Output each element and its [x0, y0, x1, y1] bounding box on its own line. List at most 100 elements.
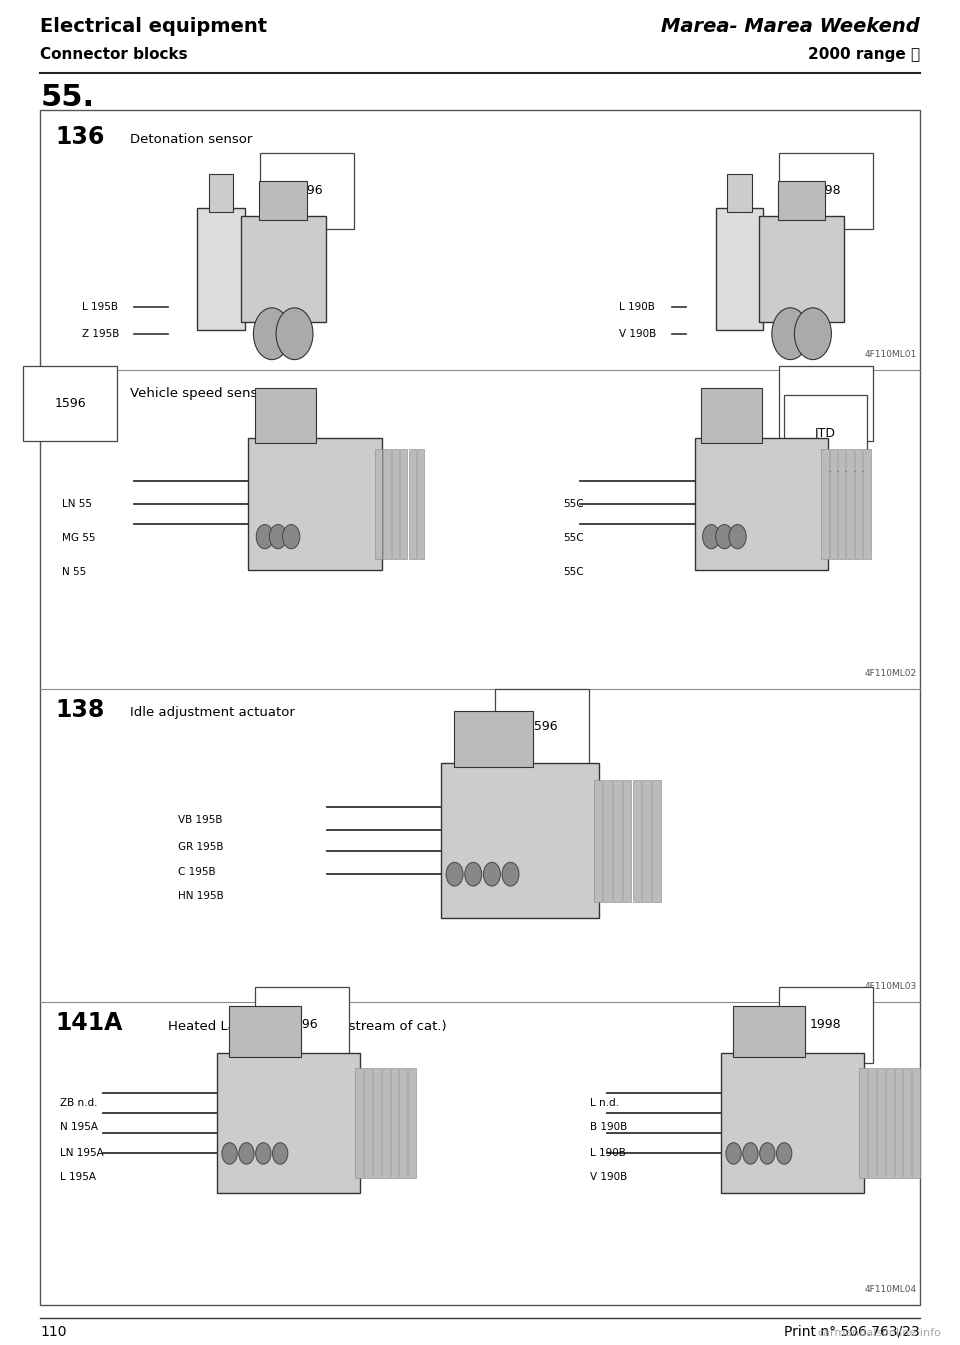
Text: 55C: 55C [564, 533, 584, 543]
FancyBboxPatch shape [886, 1068, 894, 1178]
Circle shape [446, 862, 463, 886]
FancyBboxPatch shape [392, 449, 399, 560]
Text: 136: 136 [56, 125, 105, 149]
FancyBboxPatch shape [355, 1068, 363, 1178]
Text: V 190B: V 190B [619, 328, 657, 339]
Text: Marea- Marea Weekend: Marea- Marea Weekend [660, 17, 920, 36]
Circle shape [222, 1143, 237, 1165]
FancyBboxPatch shape [417, 449, 424, 560]
Circle shape [729, 525, 746, 549]
Circle shape [282, 525, 300, 549]
Text: L 195A: L 195A [60, 1171, 96, 1182]
FancyBboxPatch shape [254, 389, 316, 443]
Text: 55C: 55C [564, 566, 584, 577]
FancyBboxPatch shape [408, 1068, 416, 1178]
Circle shape [743, 1143, 758, 1165]
Text: 137: 137 [56, 379, 105, 404]
Circle shape [255, 1143, 271, 1165]
Circle shape [465, 862, 482, 886]
Circle shape [777, 1143, 792, 1165]
Circle shape [239, 1143, 254, 1165]
FancyBboxPatch shape [821, 449, 828, 560]
Text: 55.: 55. [40, 83, 94, 113]
Text: 4F110ML01: 4F110ML01 [865, 350, 917, 359]
Circle shape [759, 1143, 775, 1165]
FancyBboxPatch shape [838, 449, 846, 560]
Text: 1998: 1998 [810, 184, 841, 198]
Text: 1596: 1596 [55, 397, 85, 410]
Text: 4F110ML02: 4F110ML02 [865, 668, 917, 678]
Text: L 195B: L 195B [82, 301, 118, 312]
Text: MG 55: MG 55 [62, 533, 96, 543]
FancyBboxPatch shape [454, 712, 533, 767]
FancyBboxPatch shape [778, 182, 826, 221]
Text: N 195A: N 195A [60, 1122, 99, 1132]
FancyBboxPatch shape [259, 182, 307, 221]
FancyBboxPatch shape [248, 438, 381, 570]
Text: N 55: N 55 [62, 566, 86, 577]
FancyBboxPatch shape [847, 449, 853, 560]
Text: Detonation sensor: Detonation sensor [130, 133, 252, 147]
FancyBboxPatch shape [613, 780, 622, 901]
Text: L 190B: L 190B [619, 301, 655, 312]
FancyBboxPatch shape [391, 1068, 398, 1178]
Text: ZB n.d.: ZB n.d. [60, 1098, 98, 1108]
Text: 55C: 55C [564, 499, 584, 510]
Text: VB 195B: VB 195B [178, 815, 222, 826]
FancyBboxPatch shape [633, 780, 641, 901]
Text: 4F110ML03: 4F110ML03 [865, 982, 917, 991]
Circle shape [502, 862, 519, 886]
Text: GR 195B: GR 195B [178, 842, 223, 853]
FancyBboxPatch shape [759, 215, 844, 321]
FancyBboxPatch shape [895, 1068, 902, 1178]
Text: 4F110ML04: 4F110ML04 [865, 1284, 917, 1294]
Text: Z 195B: Z 195B [82, 328, 119, 339]
FancyBboxPatch shape [721, 1053, 864, 1193]
FancyBboxPatch shape [382, 1068, 390, 1178]
Text: 138: 138 [56, 698, 105, 722]
Text: B 190B: B 190B [590, 1122, 628, 1132]
FancyBboxPatch shape [217, 1053, 360, 1193]
Circle shape [273, 1143, 288, 1165]
FancyBboxPatch shape [732, 1006, 804, 1057]
Text: L 190B: L 190B [590, 1147, 626, 1158]
FancyBboxPatch shape [727, 174, 752, 213]
Text: carmanualsonline.info: carmanualsonline.info [817, 1329, 941, 1338]
FancyBboxPatch shape [604, 780, 612, 901]
Circle shape [716, 525, 733, 549]
FancyBboxPatch shape [694, 438, 828, 570]
FancyBboxPatch shape [652, 780, 660, 901]
FancyBboxPatch shape [442, 763, 598, 919]
FancyBboxPatch shape [863, 449, 871, 560]
FancyBboxPatch shape [383, 449, 391, 560]
Text: C 195B: C 195B [178, 866, 215, 877]
FancyBboxPatch shape [364, 1068, 372, 1178]
FancyBboxPatch shape [374, 449, 382, 560]
Circle shape [253, 308, 290, 359]
Text: 1596: 1596 [292, 184, 323, 198]
Text: LN 195A: LN 195A [60, 1147, 105, 1158]
Circle shape [256, 525, 274, 549]
FancyBboxPatch shape [912, 1068, 920, 1178]
Circle shape [726, 1143, 741, 1165]
Text: V 190B: V 190B [590, 1171, 628, 1182]
Text: Heated Lambda sensor (upstream of cat.): Heated Lambda sensor (upstream of cat.) [168, 1020, 446, 1033]
FancyBboxPatch shape [623, 780, 632, 901]
FancyBboxPatch shape [373, 1068, 381, 1178]
FancyBboxPatch shape [228, 1006, 300, 1057]
Text: Idle adjustment actuator: Idle adjustment actuator [130, 706, 295, 720]
Text: HN 195B: HN 195B [178, 890, 224, 901]
Text: 110: 110 [40, 1325, 67, 1338]
FancyBboxPatch shape [409, 449, 416, 560]
FancyBboxPatch shape [715, 208, 763, 330]
Text: Electrical equipment: Electrical equipment [40, 17, 268, 36]
FancyBboxPatch shape [400, 449, 407, 560]
Text: Vehicle speed sensor: Vehicle speed sensor [130, 387, 271, 401]
FancyBboxPatch shape [208, 174, 233, 213]
FancyBboxPatch shape [701, 389, 762, 443]
Text: JTD: JTD [815, 426, 836, 440]
Text: 1998: 1998 [810, 397, 841, 410]
FancyBboxPatch shape [399, 1068, 407, 1178]
Circle shape [703, 525, 720, 549]
Text: 1596: 1596 [527, 720, 558, 733]
